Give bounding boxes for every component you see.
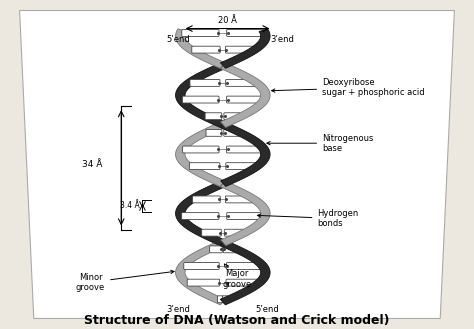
FancyBboxPatch shape	[224, 229, 244, 236]
FancyBboxPatch shape	[227, 96, 263, 103]
FancyBboxPatch shape	[227, 146, 263, 153]
FancyBboxPatch shape	[222, 296, 228, 303]
FancyBboxPatch shape	[182, 96, 219, 103]
FancyBboxPatch shape	[210, 246, 222, 253]
FancyBboxPatch shape	[206, 129, 222, 136]
Text: 34 Å: 34 Å	[82, 160, 102, 169]
Text: 5’end: 5’end	[166, 35, 190, 44]
FancyBboxPatch shape	[227, 263, 262, 269]
FancyBboxPatch shape	[189, 163, 220, 169]
Text: 5’end: 5’end	[256, 305, 280, 315]
Text: Structure of DNA (Watson and Crick model): Structure of DNA (Watson and Crick model…	[84, 314, 390, 327]
FancyBboxPatch shape	[224, 113, 240, 120]
Text: Hydrogen
bonds: Hydrogen bonds	[257, 209, 359, 228]
FancyBboxPatch shape	[192, 196, 220, 203]
FancyBboxPatch shape	[227, 30, 264, 37]
FancyBboxPatch shape	[192, 46, 220, 53]
Text: Deoxyribose
sugar + phosphoric acid: Deoxyribose sugar + phosphoric acid	[272, 78, 425, 97]
FancyBboxPatch shape	[226, 196, 253, 203]
FancyBboxPatch shape	[190, 80, 220, 87]
FancyBboxPatch shape	[227, 213, 264, 219]
Polygon shape	[220, 63, 270, 127]
Polygon shape	[175, 122, 225, 187]
Polygon shape	[220, 122, 270, 187]
Text: 3’end: 3’end	[166, 305, 190, 315]
Polygon shape	[220, 181, 270, 245]
FancyBboxPatch shape	[226, 80, 255, 87]
Text: 3.4 Å: 3.4 Å	[120, 201, 140, 211]
Polygon shape	[175, 29, 225, 68]
FancyBboxPatch shape	[226, 279, 258, 286]
Polygon shape	[19, 11, 455, 318]
FancyBboxPatch shape	[184, 263, 219, 269]
Polygon shape	[175, 240, 225, 305]
FancyBboxPatch shape	[187, 279, 219, 286]
FancyBboxPatch shape	[182, 213, 219, 219]
Polygon shape	[175, 63, 225, 127]
Polygon shape	[175, 181, 225, 245]
FancyBboxPatch shape	[201, 229, 221, 236]
Text: 3’end: 3’end	[270, 35, 294, 44]
FancyBboxPatch shape	[218, 296, 223, 303]
FancyBboxPatch shape	[226, 46, 254, 53]
Text: Nitrogenous
base: Nitrogenous base	[267, 134, 374, 153]
Text: Major
groove: Major groove	[222, 264, 252, 289]
FancyBboxPatch shape	[205, 113, 222, 120]
Text: 20 Å: 20 Å	[218, 15, 237, 25]
Polygon shape	[220, 240, 270, 305]
FancyBboxPatch shape	[223, 246, 236, 253]
FancyBboxPatch shape	[182, 146, 219, 153]
Polygon shape	[220, 29, 270, 68]
Text: Minor
groove: Minor groove	[76, 270, 174, 292]
FancyBboxPatch shape	[226, 163, 256, 169]
FancyBboxPatch shape	[224, 129, 240, 136]
FancyBboxPatch shape	[182, 30, 219, 37]
